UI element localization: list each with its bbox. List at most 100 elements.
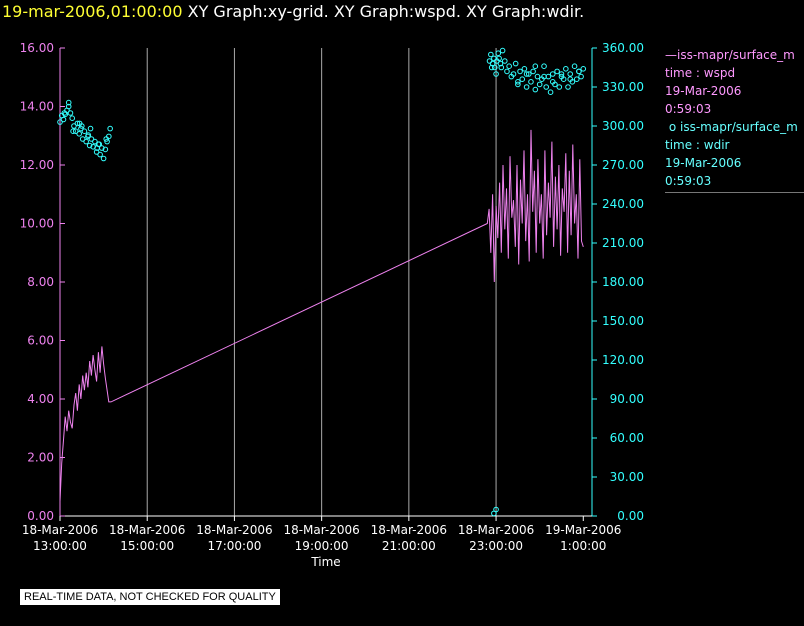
wdir-point — [576, 68, 582, 75]
x-tick-date: 18-Mar-2006 — [458, 523, 534, 537]
wdir-point — [525, 71, 532, 77]
legend-wspd-desc: time : wspd — [665, 66, 736, 80]
wdir-point — [97, 151, 103, 158]
legend-wdir-date: 19-Mar-2006 — [665, 156, 742, 170]
x-tick-date: 18-Mar-2006 — [196, 523, 272, 537]
right-tick-label: 60.00 — [610, 431, 644, 445]
x-tick-time: 17:00:00 — [207, 539, 261, 553]
wdir-point — [65, 99, 72, 106]
wdir-point — [61, 110, 68, 116]
wdir-point — [493, 71, 499, 77]
legend-wdir-name: iss-mapr/surface_m — [679, 120, 798, 134]
wdir-point — [536, 81, 543, 88]
wdir-point — [528, 79, 534, 85]
header-timestamp: 19-mar-2006,01:00:00 — [2, 2, 183, 21]
wdir-point — [496, 55, 502, 62]
wdir-point — [78, 125, 84, 132]
wdir-point — [107, 125, 113, 132]
right-tick-label: 240.00 — [602, 197, 644, 211]
wdir-point — [512, 60, 519, 67]
legend-wspd-time: 0:59:03 — [665, 102, 712, 116]
wdir-point — [103, 136, 110, 142]
right-tick-label: 120.00 — [602, 353, 644, 367]
wdir-point — [549, 79, 556, 85]
left-tick-label: 10.00 — [20, 217, 54, 231]
wdir-point — [76, 131, 82, 137]
right-tick-label: 90.00 — [610, 392, 644, 406]
wdir-point — [501, 58, 508, 64]
x-tick-date: 18-Mar-2006 — [22, 523, 98, 537]
x-tick-time: 1:00:00 — [560, 539, 606, 553]
wdir-point — [74, 120, 81, 127]
wdir-point — [560, 76, 567, 82]
wdir-point — [76, 120, 83, 127]
wdir-point — [69, 115, 76, 121]
wdir-point — [523, 84, 530, 90]
x-tick-time: 23:00:00 — [469, 539, 523, 553]
wdir-point — [85, 132, 92, 138]
wdir-point — [498, 64, 505, 71]
wspd-line — [59, 129, 584, 502]
wdir-point — [567, 76, 573, 82]
left-tick-label: 8.00 — [27, 275, 54, 289]
wdir-point — [565, 84, 571, 90]
wdir-point — [580, 66, 587, 72]
wdir-point — [563, 66, 569, 72]
right-tick-label: 0.00 — [617, 509, 644, 523]
right-tick-label: 270.00 — [602, 158, 644, 172]
wdir-point — [515, 79, 521, 85]
wdir-point — [92, 138, 98, 145]
quality-disclaimer: REAL-TIME DATA, NOT CHECKED FOR QUALITY — [20, 589, 280, 605]
legend-entry-wdir: o iss-mapr/surface_m time : wdir 19-Mar-… — [665, 118, 804, 190]
wdir-point — [491, 64, 498, 71]
legend-divider — [665, 192, 804, 193]
left-tick-label: 12.00 — [20, 158, 54, 172]
wdir-point — [571, 63, 578, 69]
wdir-point — [488, 51, 494, 58]
wdir-point — [558, 71, 565, 77]
legend-wspd-title: —iss-mapr/surface_m — [665, 46, 804, 64]
wdir-point — [532, 63, 539, 69]
wdir-point — [493, 506, 499, 513]
wdir-point — [100, 155, 107, 162]
x-axis-label: Time — [310, 555, 340, 569]
wdir-point — [87, 125, 94, 132]
legend-wdir-time: 0:59:03 — [665, 174, 712, 188]
left-tick-label: 16.00 — [20, 41, 54, 55]
legend-wdir-desc: time : wdir — [665, 138, 730, 152]
wdir-point — [532, 86, 539, 93]
right-tick-label: 330.00 — [602, 80, 644, 94]
wdir-point — [521, 66, 528, 72]
right-tick-label: 360.00 — [602, 41, 644, 55]
x-tick-time: 13:00:00 — [33, 539, 87, 553]
wdir-point — [556, 84, 563, 90]
legend-wspd-date: 19-Mar-2006 — [665, 84, 742, 98]
x-tick-date: 19-Mar-2006 — [545, 523, 621, 537]
x-tick-date: 18-Mar-2006 — [109, 523, 185, 537]
line-swatch-icon: — — [665, 48, 677, 62]
wdir-point — [504, 68, 510, 75]
wdir-point — [517, 68, 523, 75]
wdir-point — [57, 119, 63, 125]
wdir-point — [79, 136, 86, 142]
wdir-point — [72, 128, 79, 134]
wdir-point — [515, 81, 521, 88]
x-tick-time: 21:00:00 — [382, 539, 436, 553]
x-tick-date: 18-Mar-2006 — [283, 523, 359, 537]
wdir-point — [488, 64, 495, 71]
wdir-point — [554, 68, 560, 75]
right-tick-label: 150.00 — [602, 314, 644, 328]
wdir-point — [578, 73, 584, 80]
left-tick-label: 4.00 — [27, 392, 54, 406]
wdir-point — [71, 123, 77, 129]
left-tick-label: 2.00 — [27, 451, 54, 465]
right-tick-label: 180.00 — [602, 275, 644, 289]
wdir-point — [541, 73, 547, 80]
wdir-point — [65, 103, 72, 110]
legend-wspd-name: iss-mapr/surface_m — [677, 48, 795, 62]
wdir-point — [104, 138, 110, 145]
wdir-point — [573, 76, 580, 82]
wdir-point — [60, 116, 67, 123]
wdir-point — [102, 146, 109, 153]
